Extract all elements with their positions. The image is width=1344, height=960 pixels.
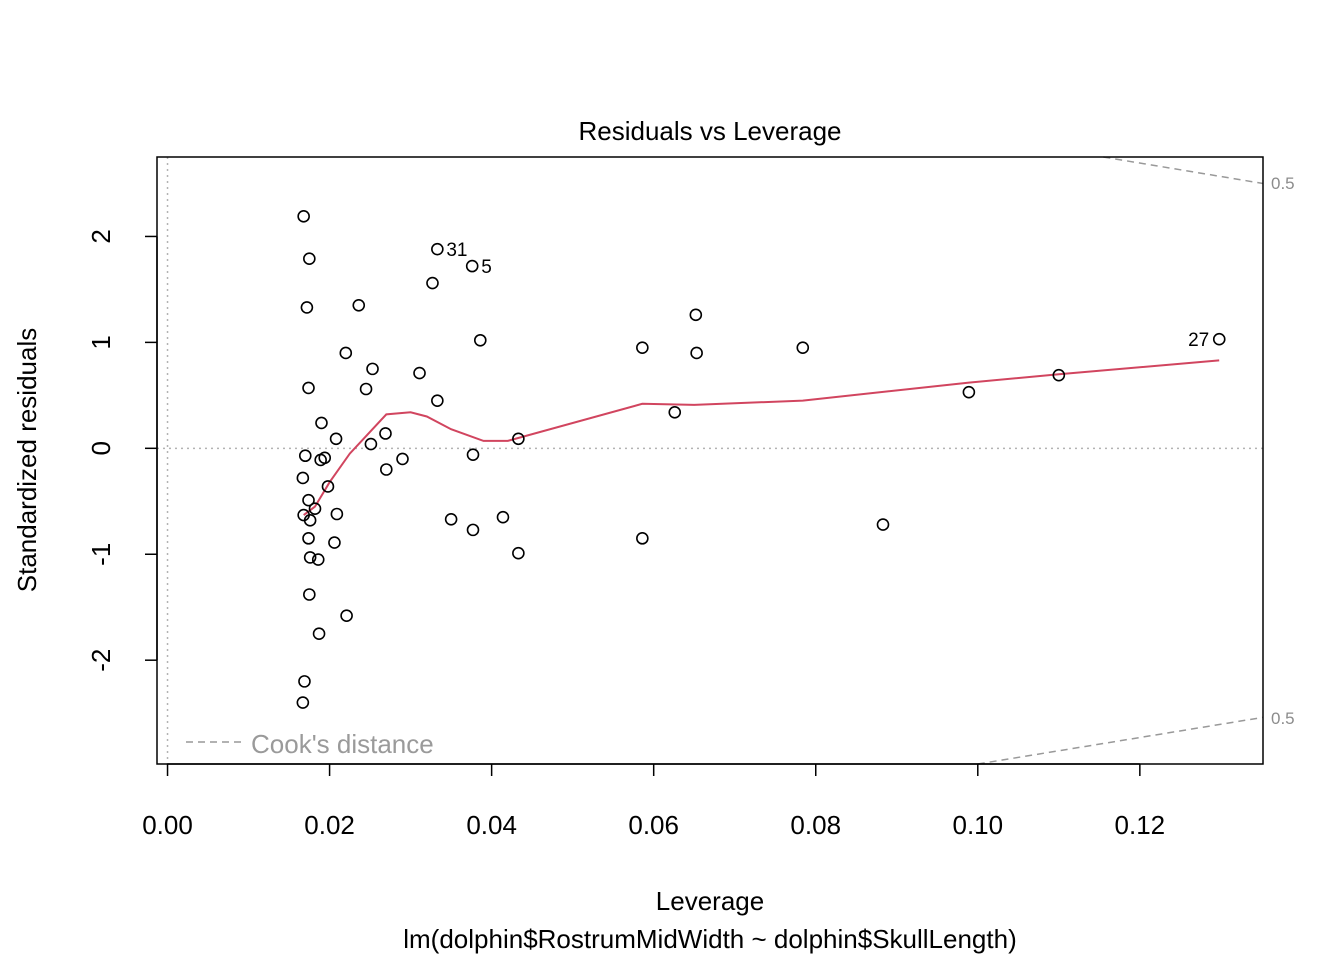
x-tick-label: 0.04: [466, 810, 517, 840]
y-tick-label: 0: [86, 441, 116, 455]
data-point: [359, 382, 373, 396]
legend-label: Cook's distance: [251, 729, 434, 759]
data-point: [636, 532, 649, 545]
data-point: [302, 532, 315, 545]
data-point: [380, 463, 393, 476]
y-tick-label: -2: [86, 649, 116, 672]
point-label-31: 31: [446, 240, 467, 261]
x-tick-label: 0.02: [304, 810, 355, 840]
y-tick-label: 2: [86, 229, 116, 243]
data-point: [496, 510, 510, 524]
x-tick-label: 0.08: [790, 810, 841, 840]
x-tick-label: 0.00: [142, 810, 193, 840]
data-point: [431, 394, 444, 407]
data-point: [303, 252, 316, 265]
data-point: [962, 385, 976, 399]
data-point: [311, 553, 325, 566]
legend: Cook's distance: [186, 729, 434, 759]
x-tick-label: 0.06: [628, 810, 679, 840]
data-point: [328, 536, 341, 549]
data-points: [296, 210, 1226, 709]
data-point: [512, 546, 525, 560]
data-point: [466, 523, 480, 537]
smoother-line: [303, 359, 1220, 516]
data-point: [352, 299, 366, 312]
data-point: [315, 416, 328, 430]
data-point: [426, 276, 439, 290]
chart-title: Residuals vs Leverage: [578, 116, 841, 146]
cooks-upper-label: 0.5: [1271, 174, 1295, 193]
data-point: [690, 346, 703, 360]
y-tick-label: 1: [86, 335, 116, 349]
data-point: [379, 427, 392, 440]
data-point: [876, 518, 890, 531]
data-point: [296, 471, 310, 485]
cooks-distance-lines: [977, 156, 1264, 765]
data-point: [318, 451, 332, 465]
data-point: [1052, 368, 1066, 382]
y-axis: -2 -1 0 1 2: [86, 229, 158, 672]
data-point: [512, 432, 525, 446]
data-point: [364, 437, 378, 451]
data-point: [339, 346, 353, 360]
data-point: [431, 242, 444, 256]
data-point: [312, 627, 326, 641]
data-point: [303, 514, 317, 527]
data-point: [297, 210, 310, 223]
x-tick-label: 0.10: [952, 810, 1003, 840]
data-point: [303, 588, 316, 601]
data-point: [396, 452, 409, 466]
data-point: [302, 493, 315, 507]
point-label-27: 27: [1188, 330, 1209, 351]
data-point: [444, 512, 458, 526]
data-point: [308, 502, 322, 515]
x-axis-label: Leverage: [656, 886, 764, 916]
data-point: [321, 480, 335, 493]
data-point: [298, 449, 312, 463]
data-point: [413, 366, 426, 380]
cooks-distance-upper-line: [1103, 156, 1264, 185]
cooks-lower-label: 0.5: [1271, 709, 1295, 728]
y-tick-label: -1: [86, 543, 116, 566]
data-point: [473, 333, 487, 347]
reference-lines: [157, 157, 1263, 764]
x-tick-label: 0.12: [1115, 810, 1166, 840]
data-point: [689, 308, 703, 322]
smoother: [303, 359, 1220, 516]
data-point: [330, 507, 344, 521]
data-point: [303, 551, 317, 564]
model-subtitle: lm(dolphin$RostrumMidWidth ~ dolphin$Sku…: [403, 924, 1016, 954]
cooks-distance-lower-line: [977, 716, 1264, 765]
point-labels: 31 5 27: [446, 240, 1209, 351]
data-point: [302, 381, 315, 395]
point-label-5: 5: [481, 257, 492, 278]
data-point: [296, 696, 310, 709]
data-point: [636, 341, 649, 354]
data-point: [466, 448, 480, 461]
data-point: [340, 609, 353, 622]
plot-frame: [156, 156, 1264, 765]
data-point: [796, 341, 810, 354]
data-point: [668, 406, 682, 419]
data-point: [298, 675, 311, 688]
data-point: [329, 432, 343, 446]
data-point: [366, 362, 379, 376]
data-point: [1212, 332, 1226, 346]
y-axis-label: Standardized residuals: [12, 328, 42, 593]
data-point: [465, 259, 479, 273]
x-axis: 0.00 0.02 0.04 0.06 0.08 0.10 0.12: [142, 763, 1166, 840]
data-point: [300, 301, 314, 314]
